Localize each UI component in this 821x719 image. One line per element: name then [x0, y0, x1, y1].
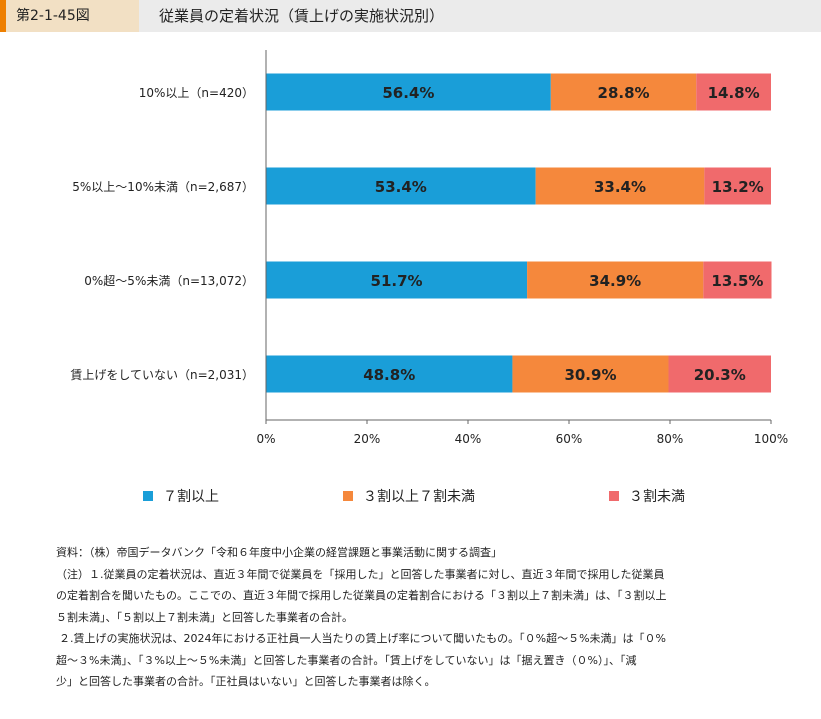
data-label: 34.9% [589, 272, 641, 290]
legend-swatch-red [609, 491, 619, 501]
source-note: 資料：（株）帝国データバンク「令和６年度中小企業の経営課題と事業活動に関する調査… [56, 546, 503, 559]
data-label: 13.2% [712, 178, 764, 196]
category-label: 10%以上（n=420） [139, 86, 254, 100]
legend-label: ３割以上７割未満 [363, 489, 475, 505]
data-label: 20.3% [694, 366, 746, 384]
note-1-line-1: （注）１.従業員の定着状況は、直近３年間で従業員を「採用した」と回答した事業者に… [56, 567, 665, 581]
legend-item-under-30: ３割未満 [609, 486, 685, 506]
data-label: 53.4% [375, 178, 427, 196]
bar-segment-2-1 [266, 167, 536, 205]
legend-swatch-blue [143, 491, 153, 501]
bar-segment-1-2 [550, 73, 697, 111]
bar-segment-4-2 [512, 355, 669, 393]
bar-segment-3-2 [527, 261, 704, 299]
x-tick-label: 40% [455, 432, 482, 446]
bar-segment-2-3 [704, 167, 771, 205]
bar-segment-4-3 [668, 355, 771, 393]
note-2-line-3: 少」と回答した事業者の合計。「正社員はいない」と回答した事業者は除く。 [56, 675, 436, 688]
category-label: 5%以上～10%未満（n=2,687） [72, 180, 254, 194]
data-label: 14.8% [708, 84, 760, 102]
bar-segment-4-1 [266, 355, 513, 393]
data-label: 13.5% [711, 272, 763, 290]
data-label: 56.4% [382, 84, 434, 102]
bar-segment-3-3 [703, 261, 772, 299]
legend-item-70-plus: ７割以上 [143, 486, 219, 506]
data-label: 51.7% [371, 272, 423, 290]
figure-header: 第2-1-45図 従業員の定着状況（賃上げの実施状況別） [0, 0, 821, 32]
data-label: 28.8% [598, 84, 650, 102]
x-tick-label: 60% [556, 432, 583, 446]
x-tick-label: 80% [657, 432, 684, 446]
bar-segment-3-1 [266, 261, 528, 299]
legend-label: ３割未満 [629, 489, 685, 505]
data-label: 33.4% [594, 178, 646, 196]
category-label: 賃上げをしていない（n=2,031） [70, 367, 254, 382]
legend-item-30-to-70: ３割以上７割未満 [343, 486, 475, 506]
legend-label: ７割以上 [163, 489, 219, 505]
category-label: 0%超～5%未満（n=13,072） [84, 273, 254, 288]
stacked-bar-chart: 56.4% 28.8% 14.8% 10%以上（n=420） 53.4% 33.4% 13.… [70, 50, 788, 446]
figure-number: 第2-1-45図 [6, 0, 139, 32]
bar-segment-2-2 [535, 167, 705, 205]
legend-swatch-orange [343, 491, 353, 501]
header-accent-bar [0, 0, 6, 32]
x-tick-label: 100% [754, 432, 788, 446]
data-label: 30.9% [564, 366, 616, 384]
data-label: 48.8% [363, 366, 415, 384]
bar-segment-1-1 [266, 73, 551, 111]
note-1-line-3: ５割未満」、「５割以上７割未満」と回答した事業者の合計。 [56, 610, 353, 624]
note-2-line-1: ２.賃上げの実施状況は、2024年における正社員一人当たりの賃上げ率について聞い… [59, 632, 667, 645]
chart-legend: ７割以上 ３割以上７割未満 ３割未満 [0, 486, 821, 506]
figure-title: 従業員の定着状況（賃上げの実施状況別） [139, 0, 821, 32]
x-tick-label: 20% [354, 432, 381, 446]
x-tick-label: 0% [256, 432, 275, 446]
notes-section: 資料：（株）帝国データバンク「令和６年度中小企業の経営課題と事業活動に関する調査… [56, 542, 801, 693]
note-1-line-2: の定着割合を聞いたもの。ここでの、直近３年間で採用した従業員の定着割合における「… [56, 589, 667, 602]
note-2-line-2: 超～３%未満」、「３%以上～５%未満」と回答した事業者の合計。「賃上げをしていな… [56, 653, 637, 667]
bar-segment-1-3 [696, 73, 771, 111]
